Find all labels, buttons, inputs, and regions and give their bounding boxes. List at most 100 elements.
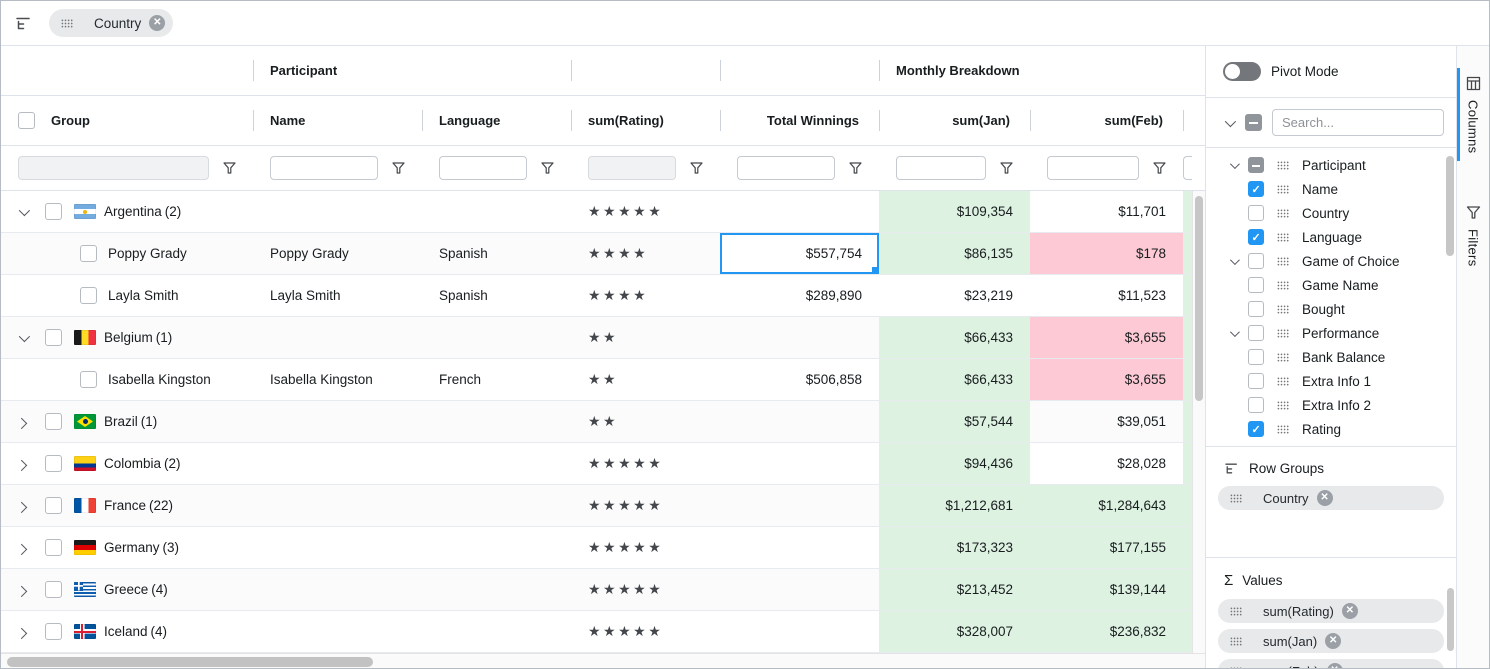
row-group-chip[interactable]: Country ✕ [49, 9, 174, 37]
expand-group-icon[interactable] [15, 584, 29, 597]
column-tree-item-extra-info-1[interactable]: Extra Info 1 [1206, 369, 1456, 393]
rating-cell[interactable]: ★★★★★ [571, 569, 720, 610]
sum-feb-cell[interactable]: $177,155 [1030, 527, 1183, 568]
rating-cell[interactable]: ★★★★★ [571, 443, 720, 484]
expand-group-icon[interactable] [15, 416, 29, 429]
chip-remove-icon[interactable]: ✕ [149, 15, 166, 31]
filter-input-name[interactable] [270, 156, 378, 180]
name-cell[interactable] [253, 611, 422, 652]
chip-remove-icon[interactable]: ✕ [1341, 603, 1358, 619]
row-select-checkbox[interactable] [80, 371, 97, 388]
row-select-checkbox[interactable] [45, 539, 62, 556]
rating-cell[interactable]: ★★ [571, 317, 720, 358]
rating-cell[interactable]: ★★★★ [571, 233, 720, 274]
column-tree-item-game-name[interactable]: Game Name [1206, 273, 1456, 297]
vertical-scrollbar-thumb[interactable] [1195, 196, 1203, 401]
total-winnings-cell[interactable] [720, 443, 879, 484]
column-visibility-checkbox[interactable] [1248, 325, 1264, 341]
total-winnings-cell[interactable] [720, 611, 879, 652]
group-cell[interactable]: Argentina (2) [1, 191, 253, 232]
chip-remove-icon[interactable]: ✕ [1325, 633, 1342, 649]
column-header-language[interactable]: Language [422, 96, 571, 145]
row-select-checkbox[interactable] [45, 329, 62, 346]
total-winnings-cell[interactable] [720, 485, 879, 526]
sum-feb-cell[interactable]: $11,523 [1118, 288, 1166, 303]
filter-input-total[interactable] [737, 156, 835, 180]
horizontal-scrollbar[interactable] [1, 653, 1205, 668]
header-select-all-checkbox[interactable] [18, 112, 35, 129]
value-chip[interactable]: sum(Rating) ✕ [1218, 599, 1444, 623]
group-cell[interactable]: Germany (3) [1, 527, 253, 568]
group-cell[interactable]: Colombia (2) [1, 443, 253, 484]
sum-feb-cell[interactable]: $28,028 [1117, 456, 1166, 471]
filter-funnel-icon[interactable] [1153, 162, 1166, 174]
chip-remove-icon[interactable]: ✕ [1316, 490, 1333, 506]
column-visibility-checkbox[interactable] [1248, 229, 1264, 245]
rating-cell[interactable]: ★★★★★ [571, 191, 720, 232]
filter-input-language[interactable] [439, 156, 527, 180]
collapse-group-icon[interactable] [17, 204, 31, 218]
total-winnings-cell[interactable] [720, 317, 879, 358]
rating-cell[interactable]: ★★★★★ [571, 485, 720, 526]
row-select-checkbox[interactable] [45, 203, 62, 220]
sum-feb-cell[interactable]: $139,144 [1030, 569, 1183, 610]
sum-jan-cell[interactable]: $66,433 [879, 359, 1030, 400]
row-select-checkbox[interactable] [45, 497, 62, 514]
name-cell[interactable] [253, 527, 422, 568]
chip-remove-icon[interactable]: ✕ [1326, 663, 1343, 668]
language-cell[interactable] [422, 191, 571, 232]
sum-jan-cell[interactable]: $213,452 [879, 569, 1030, 610]
group-cell[interactable]: Layla Smith [1, 275, 253, 316]
language-cell[interactable] [422, 527, 571, 568]
value-chip[interactable]: sum(Jan) ✕ [1218, 629, 1444, 653]
group-cell[interactable]: Iceland (4) [1, 611, 253, 652]
column-header-name[interactable]: Name [253, 96, 422, 145]
filter-funnel-icon[interactable] [541, 162, 554, 174]
group-chevron[interactable] [1229, 158, 1248, 169]
name-cell[interactable] [253, 485, 422, 526]
sum-jan-cell[interactable]: $328,007 [879, 611, 1030, 652]
sum-jan-cell[interactable]: $23,219 [964, 288, 1013, 303]
rating-cell[interactable]: ★★ [571, 401, 720, 442]
collapse-group-icon[interactable] [17, 330, 31, 344]
column-tree-item-performance[interactable]: Performance [1206, 321, 1456, 345]
group-chevron[interactable] [1229, 254, 1248, 265]
sum-jan-cell[interactable]: $173,323 [879, 527, 1030, 568]
column-header-rating[interactable]: sum(Rating) [571, 96, 720, 145]
column-visibility-checkbox[interactable] [1248, 421, 1264, 437]
column-tree-item-game-of-choice[interactable]: Game of Choice [1206, 249, 1456, 273]
total-winnings-cell[interactable] [720, 527, 879, 568]
language-cell[interactable]: Spanish [439, 246, 488, 261]
group-cell[interactable]: France (22) [1, 485, 253, 526]
total-winnings-cell[interactable]: $506,858 [805, 372, 862, 387]
column-visibility-checkbox[interactable] [1248, 157, 1264, 173]
row-select-checkbox[interactable] [45, 413, 62, 430]
column-search-input[interactable] [1272, 109, 1444, 136]
pivot-mode-toggle[interactable] [1223, 62, 1261, 81]
column-header-total[interactable]: Total Winnings [720, 96, 879, 145]
sum-feb-cell[interactable]: $236,832 [1030, 611, 1183, 652]
filter-input-feb[interactable] [1047, 156, 1139, 180]
column-visibility-checkbox[interactable] [1248, 205, 1264, 221]
column-tree-item-bought[interactable]: Bought [1206, 297, 1456, 321]
column-group-participant[interactable]: Participant [253, 46, 571, 95]
column-header-group[interactable]: Group [1, 96, 253, 145]
expand-group-icon[interactable] [15, 458, 29, 471]
row-select-checkbox[interactable] [45, 581, 62, 598]
language-cell[interactable] [422, 485, 571, 526]
name-cell[interactable]: Layla Smith [270, 288, 341, 303]
row-select-checkbox[interactable] [80, 287, 97, 304]
tab-filters[interactable]: Filters [1457, 197, 1489, 275]
column-visibility-checkbox[interactable] [1248, 181, 1264, 197]
language-cell[interactable] [422, 443, 571, 484]
name-cell[interactable] [253, 191, 422, 232]
filter-funnel-icon[interactable] [849, 162, 862, 174]
sum-jan-cell[interactable]: $94,436 [879, 443, 1030, 484]
language-cell[interactable] [422, 317, 571, 358]
sum-feb-cell[interactable]: $3,655 [1030, 359, 1183, 400]
column-visibility-checkbox[interactable] [1248, 301, 1264, 317]
column-tree-item-bank-balance[interactable]: Bank Balance [1206, 345, 1456, 369]
name-cell[interactable] [253, 443, 422, 484]
tab-columns[interactable]: Columns [1457, 68, 1489, 162]
vertical-scrollbar[interactable] [1192, 191, 1205, 653]
